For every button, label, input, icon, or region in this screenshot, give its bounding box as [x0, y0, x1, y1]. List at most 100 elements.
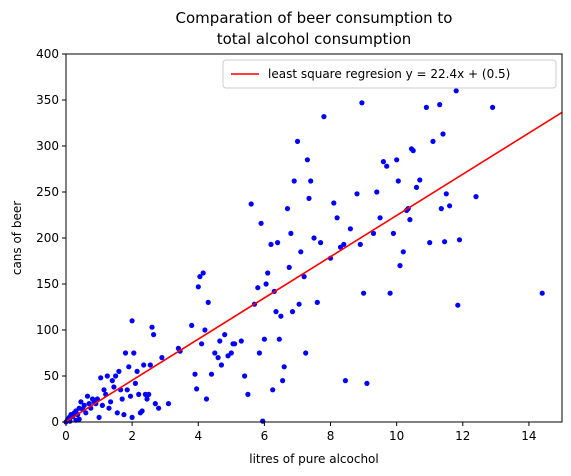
- data-point: [126, 364, 132, 370]
- data-point: [265, 270, 271, 276]
- x-tick-label: 6: [261, 429, 269, 443]
- data-point: [101, 387, 107, 393]
- y-tick-label: 100: [36, 323, 59, 337]
- data-point: [387, 290, 393, 296]
- data-point: [139, 408, 145, 414]
- data-point: [146, 391, 152, 397]
- data-point: [268, 241, 274, 247]
- data-point: [455, 302, 461, 308]
- data-point: [443, 191, 449, 197]
- x-tick-label: 4: [194, 429, 202, 443]
- data-point: [203, 396, 210, 402]
- data-point: [218, 362, 224, 368]
- fit-line-layer: [65, 111, 563, 423]
- data-point: [86, 401, 92, 407]
- data-point: [280, 378, 286, 384]
- data-point: [202, 327, 208, 333]
- data-point: [341, 241, 347, 247]
- data-point: [427, 240, 433, 246]
- data-point: [286, 264, 292, 270]
- data-point: [442, 239, 448, 245]
- data-point: [318, 240, 324, 246]
- data-point: [122, 350, 129, 356]
- y-tick-label: 300: [36, 139, 59, 153]
- data-point: [136, 391, 142, 397]
- data-point: [275, 240, 281, 246]
- data-point: [291, 178, 297, 184]
- x-tick-label: 8: [327, 429, 335, 443]
- data-point: [400, 249, 406, 255]
- data-point: [289, 309, 296, 315]
- data-point: [149, 324, 155, 330]
- data-point: [347, 226, 353, 232]
- data-point: [147, 362, 153, 368]
- data-point: [98, 375, 104, 381]
- data-point: [212, 350, 218, 356]
- data-point: [359, 100, 365, 106]
- data-point: [228, 350, 234, 356]
- data-point: [124, 387, 130, 393]
- data-point: [364, 380, 370, 386]
- y-tick-label: 200: [36, 231, 59, 245]
- data-point: [273, 309, 279, 315]
- data-point: [156, 405, 162, 411]
- data-point: [437, 102, 443, 108]
- data-point: [258, 220, 264, 226]
- data-point: [331, 200, 337, 206]
- x-tick-label: 10: [389, 429, 404, 443]
- data-point: [311, 235, 317, 241]
- y-axis-ticks: 0 50 100 150 200 250 300 350 400: [36, 47, 66, 429]
- plot-frame: [65, 53, 563, 423]
- data-point: [199, 341, 205, 347]
- data-point: [129, 318, 135, 324]
- data-point: [119, 396, 125, 402]
- data-point: [127, 393, 134, 399]
- y-tick-label: 50: [44, 369, 59, 383]
- data-point: [490, 104, 496, 110]
- data-point: [111, 384, 117, 390]
- data-point: [417, 177, 423, 183]
- data-point: [308, 178, 314, 184]
- data-point: [205, 299, 211, 305]
- data-point: [222, 332, 228, 338]
- data-point: [129, 414, 135, 420]
- data-point: [113, 373, 119, 379]
- legend-box: [222, 59, 557, 89]
- data-point: [255, 285, 261, 291]
- data-point: [141, 362, 147, 368]
- data-point: [440, 131, 446, 137]
- data-point: [278, 313, 284, 319]
- data-point: [248, 201, 254, 207]
- data-point: [108, 399, 114, 405]
- x-tick-label: 14: [521, 429, 536, 443]
- data-point: [394, 157, 400, 163]
- data-point: [232, 341, 238, 347]
- data-point: [334, 215, 340, 221]
- data-point: [208, 371, 215, 377]
- x-tick-label: 0: [62, 429, 70, 443]
- data-point: [116, 368, 122, 374]
- data-point: [109, 378, 115, 384]
- data-point: [377, 215, 383, 221]
- data-point: [159, 355, 165, 361]
- data-point: [298, 249, 304, 255]
- chart-title-line-1: Comparation of beer consumption to: [176, 9, 453, 27]
- data-point: [407, 217, 413, 223]
- data-point: [261, 336, 267, 342]
- y-tick-label: 150: [36, 277, 59, 291]
- data-point: [357, 241, 363, 247]
- x-tick-label: 12: [455, 429, 470, 443]
- data-point: [200, 270, 206, 276]
- data-point: [438, 206, 444, 212]
- data-point: [195, 284, 201, 290]
- data-point: [361, 290, 367, 296]
- y-tick-label: 400: [36, 47, 59, 61]
- data-point: [354, 191, 360, 197]
- x-axis-ticks: 0 2 4 6 8 10 12 14: [62, 422, 537, 443]
- data-point: [83, 410, 89, 416]
- data-point: [390, 230, 396, 236]
- data-point: [296, 301, 302, 307]
- data-point: [284, 206, 291, 212]
- data-point: [342, 378, 348, 384]
- data-point: [152, 401, 158, 407]
